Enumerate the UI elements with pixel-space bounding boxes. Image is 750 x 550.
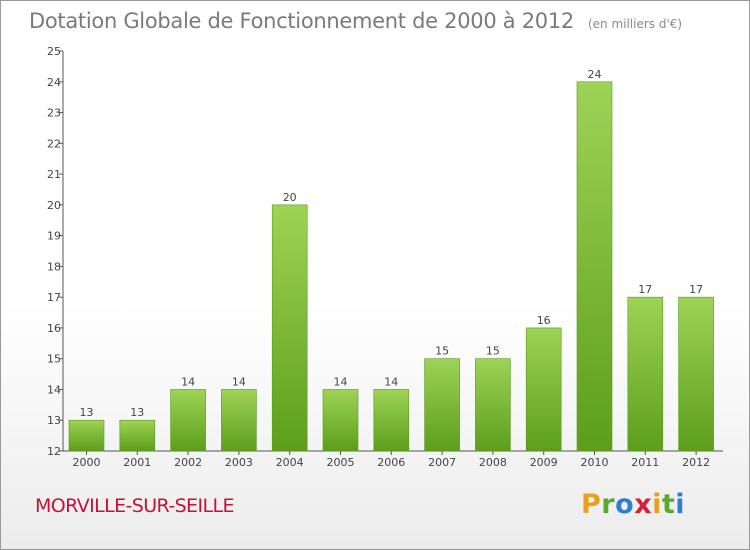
data-label: 16 [537, 314, 551, 327]
bar [424, 358, 460, 452]
y-tick-label: 20 [47, 199, 61, 212]
commune-name: MORVILLE-SUR-SEILLE [35, 495, 234, 517]
x-tick-label: 2001 [123, 456, 151, 469]
y-tick-label: 21 [47, 168, 61, 181]
data-label: 17 [689, 283, 703, 296]
bar [271, 204, 308, 452]
chart-title-text: Dotation Globale de Fonctionnement de 20… [29, 9, 574, 33]
logo-letter: r [601, 489, 616, 520]
bar [170, 389, 206, 452]
y-tick-label: 18 [47, 260, 61, 273]
x-tick-label: 2011 [631, 456, 659, 469]
logo-letter: P [581, 489, 602, 520]
bar [68, 419, 105, 452]
y-tick-label: 19 [47, 230, 61, 243]
y-tick-label: 12 [47, 445, 61, 458]
data-label: 14 [334, 375, 348, 388]
logo-letter: t [661, 489, 676, 520]
logo-letter: x [634, 489, 653, 520]
bar [373, 389, 410, 452]
bar [119, 419, 156, 452]
y-tick-label: 24 [47, 76, 61, 89]
labels: 12 13 14 15 16 17 18 19 20 21 22 23 24 25 2000 13 2001 13… [47, 45, 710, 469]
y-tick-label: 16 [47, 322, 61, 335]
x-tick-label: 2003 [225, 456, 253, 469]
y-tick-label: 22 [47, 137, 61, 150]
bar [322, 389, 359, 452]
data-label: 15 [435, 345, 449, 358]
data-label: 15 [486, 345, 500, 358]
y-tick-label: 17 [47, 291, 61, 304]
data-label: 13 [80, 406, 94, 419]
y-tick-label: 25 [47, 45, 61, 58]
bar [627, 296, 664, 452]
x-tick-label: 2002 [174, 456, 202, 469]
x-tick-label: 2005 [327, 456, 355, 469]
data-label: 14 [232, 375, 246, 388]
data-label: 14 [384, 375, 398, 388]
x-tick-label: 2000 [73, 456, 101, 469]
bar [221, 389, 257, 452]
bar [475, 358, 511, 452]
bar [576, 81, 613, 452]
logo-letter: o [615, 489, 635, 520]
x-tick-label: 2004 [276, 456, 304, 469]
x-tick-label: 2009 [530, 456, 558, 469]
proxiti-logo: Proxiti [581, 489, 685, 520]
chart-title: Dotation Globale de Fonctionnement de 20… [29, 9, 682, 33]
x-tick-label: 2006 [377, 456, 405, 469]
x-tick-label: 2007 [428, 456, 456, 469]
x-tick-label: 2010 [581, 456, 609, 469]
data-label: 20 [283, 191, 297, 204]
x-tick-label: 2008 [479, 456, 507, 469]
logo-letter: i [675, 489, 686, 520]
y-tick-label: 15 [47, 353, 61, 366]
logo-letter: i [652, 489, 662, 520]
data-label: 13 [130, 406, 144, 419]
data-label: 24 [588, 68, 602, 81]
bars [68, 81, 714, 452]
data-label: 17 [638, 283, 652, 296]
y-tick-label: 23 [47, 107, 61, 120]
bar [678, 296, 714, 452]
y-tick-label: 13 [47, 414, 61, 427]
data-label: 14 [181, 375, 195, 388]
chart-subtitle: (en milliers d'€) [587, 17, 683, 31]
x-tick-label: 2012 [682, 456, 710, 469]
y-tick-label: 14 [47, 383, 61, 396]
bar [525, 327, 562, 452]
